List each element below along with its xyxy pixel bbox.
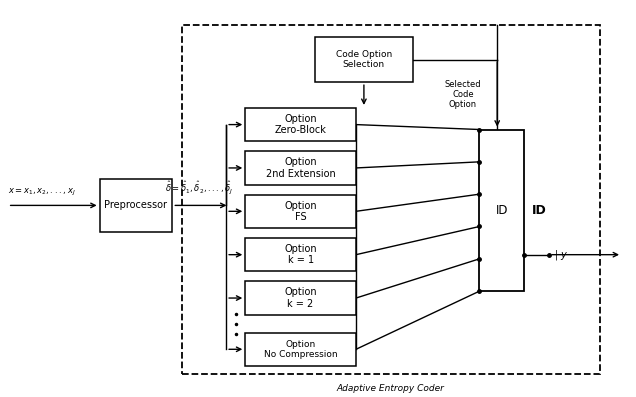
- FancyBboxPatch shape: [245, 108, 356, 141]
- Text: Code Option
Selection: Code Option Selection: [336, 50, 392, 69]
- Text: ID: ID: [532, 204, 547, 217]
- Text: Preprocessor: Preprocessor: [104, 200, 167, 210]
- Text: Adaptive Entropy Coder: Adaptive Entropy Coder: [337, 384, 445, 393]
- FancyBboxPatch shape: [245, 238, 356, 272]
- FancyBboxPatch shape: [245, 281, 356, 315]
- Text: $\hat{\delta}=\hat{\delta}_1,\hat{\delta}_2,...,\hat{\delta}_J$: $\hat{\delta}=\hat{\delta}_1,\hat{\delta…: [165, 179, 233, 196]
- FancyBboxPatch shape: [480, 129, 524, 291]
- FancyBboxPatch shape: [100, 179, 172, 232]
- Text: Option
FS: Option FS: [284, 200, 317, 222]
- Text: Option
Zero-Block: Option Zero-Block: [275, 114, 326, 135]
- FancyBboxPatch shape: [245, 333, 356, 366]
- FancyBboxPatch shape: [245, 151, 356, 185]
- FancyBboxPatch shape: [315, 37, 413, 82]
- Text: Selected
Code
Option: Selected Code Option: [445, 80, 481, 110]
- Text: Option
No Compression: Option No Compression: [264, 339, 338, 359]
- Text: Option
k = 2: Option k = 2: [284, 287, 317, 309]
- Text: Option
k = 1: Option k = 1: [284, 244, 317, 266]
- Text: Option
2nd Extension: Option 2nd Extension: [266, 157, 335, 179]
- Text: ID: ID: [495, 204, 508, 217]
- Text: | $y$: | $y$: [554, 248, 569, 262]
- Text: $x=x_1,x_2,...,x_J$: $x=x_1,x_2,...,x_J$: [8, 187, 75, 198]
- FancyBboxPatch shape: [245, 195, 356, 228]
